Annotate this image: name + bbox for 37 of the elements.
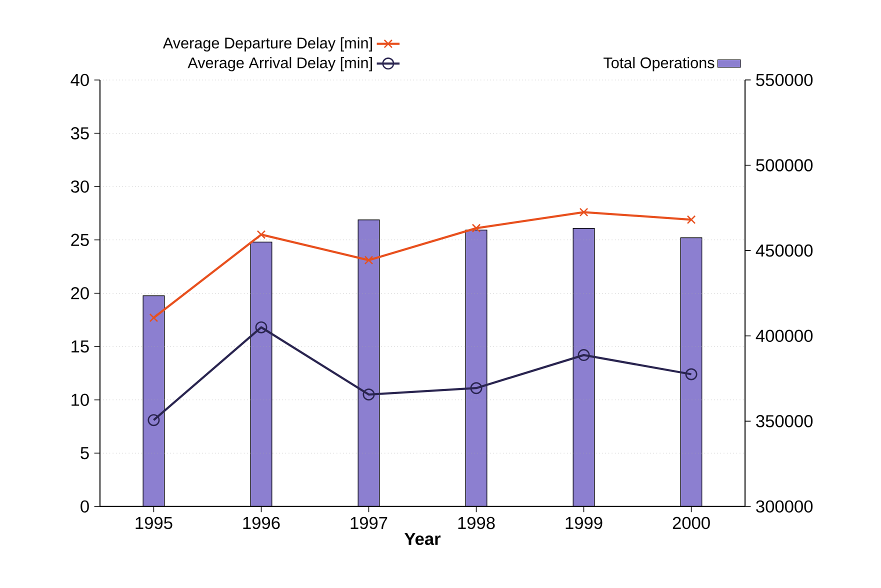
point	[364, 256, 374, 265]
y2-tick-label: 400000	[756, 330, 813, 342]
y-tick-label: 30	[70, 180, 89, 193]
y-tick-label: 35	[70, 127, 89, 140]
point	[578, 349, 590, 362]
legend-label: Average Departure Delay [min]	[162, 37, 372, 52]
point	[470, 382, 482, 394]
y2-tick-label: 300000	[756, 500, 813, 513]
point	[148, 414, 160, 426]
y-tick-label: 10	[72, 394, 89, 406]
x-tick-label: 1996	[243, 516, 280, 530]
y2-tick-label: 450000	[756, 244, 813, 257]
y-tick-label: 5	[80, 447, 89, 460]
point	[685, 368, 698, 380]
y-tick-label: 0	[80, 500, 89, 513]
y2-tick-label: 350000	[756, 415, 813, 428]
point	[686, 215, 696, 224]
y2-tick-label: 550000	[756, 74, 813, 86]
x-tick-label: 2000	[672, 516, 710, 530]
x-tick-label: 1999	[566, 516, 602, 530]
legend-label: Average Arrival Delay [min]	[188, 57, 372, 72]
point	[149, 313, 158, 322]
x-tick-label: 1995	[136, 516, 172, 530]
x-axis-title: Year	[404, 533, 441, 546]
y-tick-label: 20	[71, 287, 89, 300]
y-tick-label: 40	[70, 74, 89, 86]
legend-label: Total Operations	[604, 57, 714, 72]
y2-tick-label: 500000	[756, 159, 813, 172]
x-tick-label: 1998	[458, 516, 495, 530]
y-tick-label: 15	[72, 340, 89, 353]
point	[256, 230, 266, 240]
point	[255, 321, 268, 334]
point	[362, 388, 375, 401]
x-tick-label: 1997	[350, 516, 388, 530]
y-tick-label: 25	[71, 234, 89, 246]
point	[579, 208, 588, 217]
point	[472, 224, 481, 233]
